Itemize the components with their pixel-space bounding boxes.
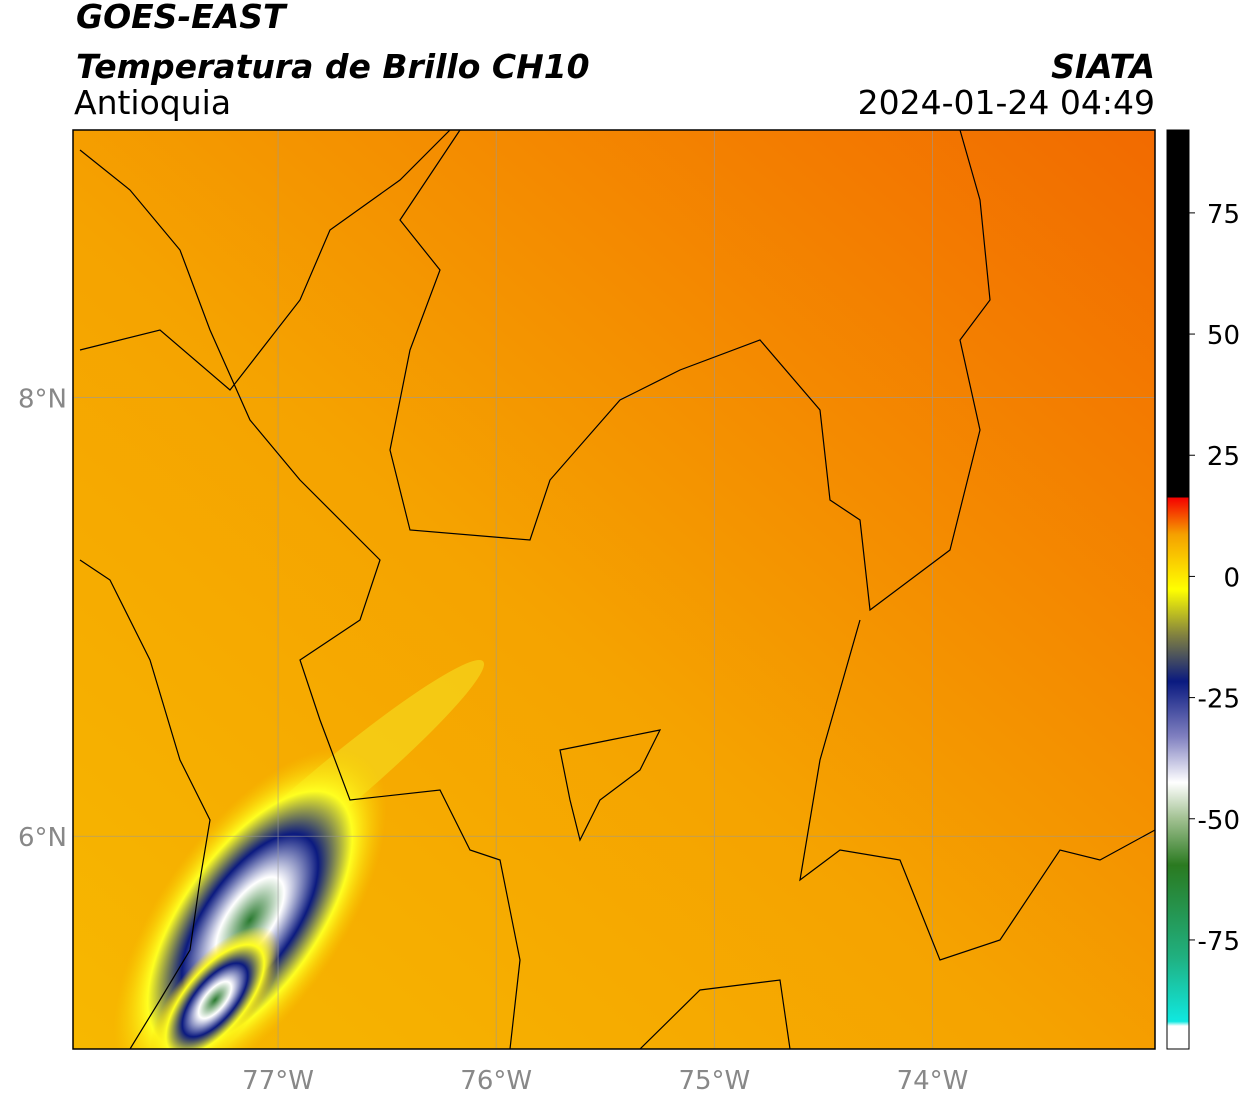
border (639, 979, 791, 1049)
colorbar-tick-label: -25 (1198, 685, 1240, 715)
border (389, 130, 991, 612)
timestamp: 2024-01-24 04:49 (858, 83, 1155, 122)
lat-tick-label: 6°N (18, 823, 67, 853)
lon-tick-label: 74°W (897, 1066, 969, 1096)
colorbar-tick-label: -50 (1198, 806, 1240, 836)
coast (79, 130, 451, 391)
cloud-core (149, 926, 281, 1049)
lon-tick-label: 77°W (242, 1066, 314, 1096)
colorbar (1166, 129, 1190, 1050)
lon-tick-label: 76°W (460, 1066, 532, 1096)
subtitle: Temperatura de Brillo CH10 (76, 47, 590, 86)
border (799, 619, 1155, 961)
title: GOES-EAST (76, 0, 288, 36)
lon-tick-label: 75°W (678, 1066, 750, 1096)
colorbar-tick-label: 25 (1207, 442, 1240, 472)
coast (79, 559, 211, 1049)
source: SIATA (1051, 47, 1155, 86)
border (79, 149, 521, 1049)
region: Antioquia (74, 83, 231, 122)
map-field (73, 130, 1155, 1049)
colorbar-tick-label: -75 (1198, 927, 1240, 957)
colorbar-tick-label: 0 (1223, 563, 1240, 593)
colorbar-tick-label: 75 (1207, 200, 1240, 230)
colorbar-tick-label: 50 (1207, 321, 1240, 351)
header: GOES-EAST Temperatura de Brillo CH10 Ant… (74, 0, 1155, 122)
lat-tick-label: 8°N (18, 385, 67, 415)
map-frame (72, 129, 1156, 1050)
border (559, 729, 662, 842)
